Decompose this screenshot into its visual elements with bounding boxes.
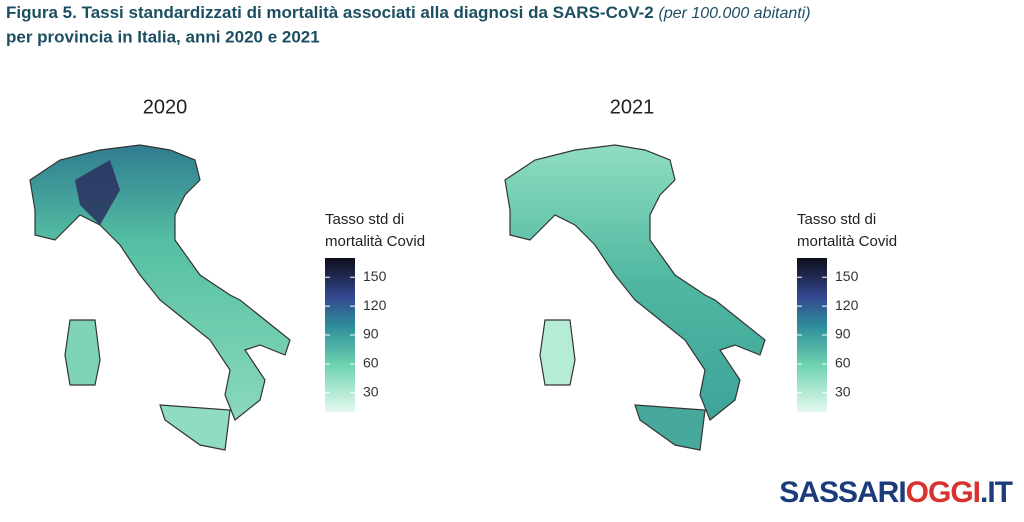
map-title: 2021 [610,96,655,118]
title: Figura 5. Tassi standardizzati di mortal… [6,3,811,22]
tick-label: 150 [835,268,859,284]
tick-label: 150 [363,268,387,284]
sicily [634,404,706,451]
tick-label: 30 [363,383,379,399]
tick-label: 120 [363,297,387,313]
legend-title: mortalità Covid [325,233,425,250]
tick-label: 30 [835,383,851,399]
map-2021 [504,144,766,451]
mainland [504,144,766,421]
north-region [75,160,120,225]
sardinia [539,319,576,386]
sicily [159,404,231,451]
tick-label: 90 [363,326,379,342]
map-2020 [29,144,291,451]
tick-label: 90 [835,326,851,342]
legend-title: mortalità Covid [797,233,897,250]
map-title: 2020 [143,96,188,118]
tick-label: 60 [835,355,851,371]
legend-title: Tasso std di [325,211,404,228]
tick-label: 120 [835,297,859,313]
legend-title: Tasso std di [797,211,876,228]
title-line2: per provincia in Italia, anni 2020 e 202… [6,27,320,46]
watermark: SASSARIOGGI.IT [779,476,1012,509]
sardinia [64,319,101,386]
tick-label: 60 [363,355,379,371]
